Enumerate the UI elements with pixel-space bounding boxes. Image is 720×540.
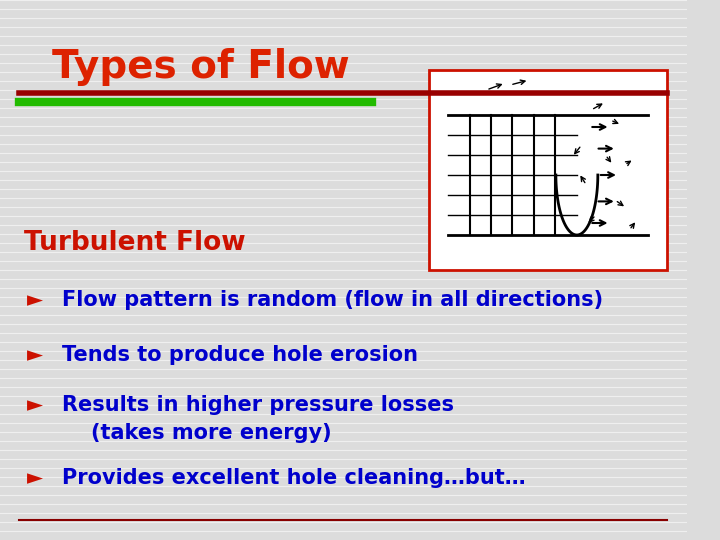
Text: ►: ► [27, 345, 42, 365]
Text: Flow pattern is random (flow in all directions): Flow pattern is random (flow in all dire… [62, 290, 603, 310]
Bar [429, 70, 667, 270]
Text: Turbulent Flow: Turbulent Flow [24, 230, 246, 256]
Text: ►: ► [27, 468, 42, 488]
Text: ►: ► [27, 395, 42, 415]
Text: Results in higher pressure losses
    (takes more energy): Results in higher pressure losses (takes… [62, 395, 454, 443]
Text: Tends to produce hole erosion: Tends to produce hole erosion [62, 345, 418, 365]
Text: Provides excellent hole cleaning…but…: Provides excellent hole cleaning…but… [62, 468, 526, 488]
Text: ►: ► [27, 290, 42, 310]
Text: Types of Flow: Types of Flow [53, 48, 350, 86]
